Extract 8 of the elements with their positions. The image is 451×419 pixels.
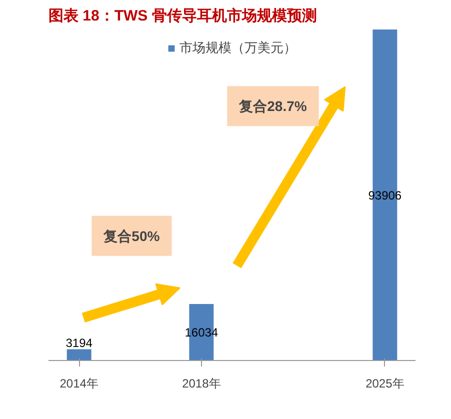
- x-tick-label: 2014年: [60, 376, 98, 390]
- x-tick-label: 2025年: [366, 376, 404, 390]
- chart-title: 图表 18：TWS 骨传导耳机市场规模预测: [48, 6, 317, 24]
- data-label: 3194: [66, 336, 93, 350]
- legend-label: 市场规模（万美元）: [180, 39, 296, 57]
- x-tick-label: 2018年: [182, 376, 221, 390]
- annotation: 复合28.7%: [238, 98, 308, 114]
- annotation: 复合50%: [102, 228, 160, 244]
